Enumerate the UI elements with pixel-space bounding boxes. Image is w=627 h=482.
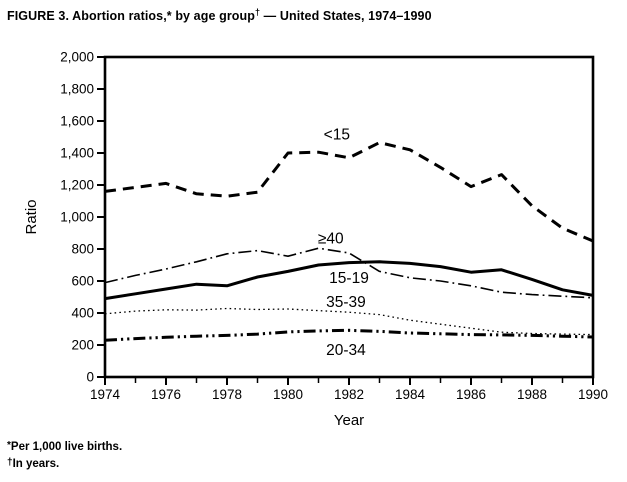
footnote-dagger: † [7, 457, 13, 468]
series-label: <15 [324, 127, 350, 144]
figure-title-dagger: † [255, 7, 261, 17]
y-tick-label: 800 [71, 242, 94, 257]
x-axis-title: Year [334, 412, 364, 429]
figure-title-suffix: — United States, 1974–1990 [260, 9, 432, 24]
y-tick-label: 0 [86, 370, 94, 385]
footnote-per-1000: *Per 1,000 live births. [7, 440, 123, 453]
series-label: 15-19 [329, 270, 369, 287]
series-line [104, 328, 594, 342]
series-label: 35-39 [326, 294, 366, 311]
x-tick-label: 1974 [90, 387, 121, 402]
figure-title: FIGURE 3. Abortion ratios,* by age group… [7, 7, 619, 23]
y-tick-label: 2,000 [60, 50, 94, 65]
series-line [104, 307, 594, 336]
x-tick-label: 1988 [517, 387, 547, 402]
y-tick-label: 200 [71, 338, 94, 353]
series-label: 20-34 [326, 342, 366, 359]
y-tick-label: 1,000 [60, 210, 94, 225]
series-line [104, 260, 594, 301]
y-tick-label: 1,600 [60, 114, 94, 129]
y-tick-label: 1,400 [60, 146, 94, 161]
x-tick-label: 1986 [456, 387, 486, 402]
footnote-in-years: †In years. [7, 457, 60, 470]
x-tick-label: 1980 [273, 387, 303, 402]
y-tick-label: 1,800 [60, 82, 94, 97]
x-tick-label: 1976 [151, 387, 181, 402]
x-tick-label: 1984 [395, 387, 426, 402]
footnote-asterisk: * [7, 440, 11, 451]
y-tick-label: 1,200 [60, 178, 94, 193]
y-tick-label: 400 [71, 306, 94, 321]
x-tick-label: 1978 [212, 387, 242, 402]
y-tick-label: 600 [71, 274, 94, 289]
series-line [104, 141, 594, 243]
y-axis-title: Ratio [23, 199, 40, 234]
line-chart-canvas: 0 200 400 600 800 1,000 1,200 1,400 1,600 1,800 2,… [23, 50, 608, 430]
series-line [104, 247, 594, 299]
footnotes: *Per 1,000 live births. †In years. [7, 438, 122, 472]
series-label: ≥40 [318, 231, 344, 248]
figure-title-text: FIGURE 3. Abortion ratios,* by age group [7, 9, 255, 24]
abortion-ratio-chart: 0 200 400 600 800 1,000 1,200 1,400 1,600 1,800 2,… [0, 40, 627, 438]
x-tick-label: 1990 [578, 387, 608, 402]
x-tick-label: 1982 [334, 387, 364, 402]
